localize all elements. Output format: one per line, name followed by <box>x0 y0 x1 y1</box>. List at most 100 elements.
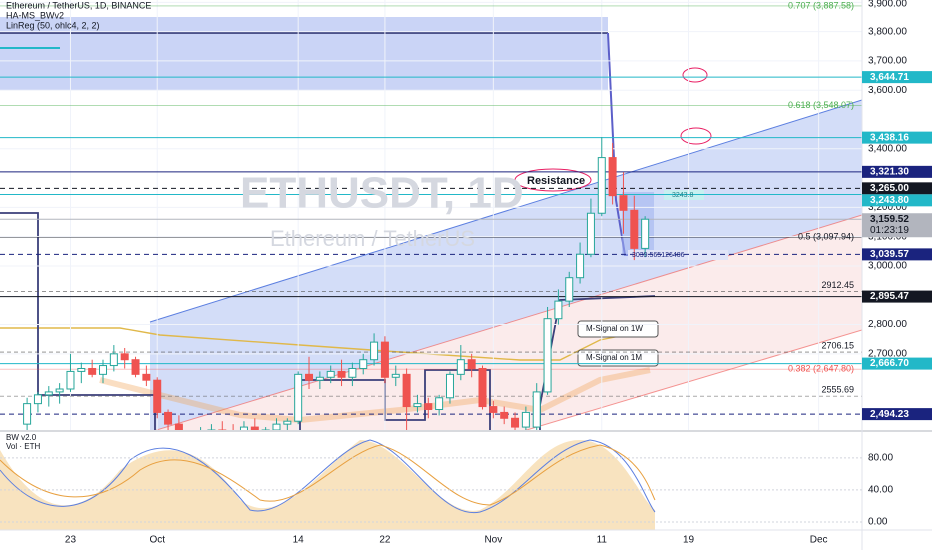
candle-body <box>174 423 183 430</box>
candle-body <box>272 423 281 430</box>
candle-body <box>359 359 368 369</box>
x-tick-label: 22 <box>379 535 391 546</box>
fib-label: 0.618 (3,548.07) <box>788 100 854 110</box>
candle-body <box>164 411 173 425</box>
y-tick-label: 3,000.00 <box>868 261 907 272</box>
candle-body <box>109 353 118 367</box>
candle-body <box>337 370 346 378</box>
candle-body <box>370 341 379 361</box>
tag: 3039.565126406 <box>632 252 685 259</box>
y-tick-label: 3,800.00 <box>868 26 907 37</box>
price-label-bg <box>862 131 932 144</box>
osc-tick-label: 40.00 <box>868 485 893 496</box>
candle-body <box>532 391 541 428</box>
level-text: 2555.69 <box>821 384 854 394</box>
price-label-bg <box>862 194 932 207</box>
candle-body <box>511 417 520 428</box>
x-tick-label: Nov <box>484 535 502 546</box>
watermark: ETHUSDT, 1D <box>240 169 524 218</box>
osc-line <box>0 444 656 506</box>
candle-body <box>55 388 64 393</box>
candle-body <box>250 426 259 430</box>
countdown: 01:23:19 <box>870 225 909 236</box>
candle-body <box>586 212 595 255</box>
tag-box <box>628 250 728 260</box>
candle-body <box>456 359 465 375</box>
circle <box>514 168 592 192</box>
price-label: 2,895.47 <box>870 291 909 302</box>
circle <box>682 67 708 83</box>
price-label: 2,666.70 <box>870 358 909 369</box>
candle-body <box>348 367 357 378</box>
candle-body <box>294 373 303 422</box>
candle-body <box>153 379 162 413</box>
candle-body <box>467 359 476 369</box>
level-text: 2706.15 <box>821 340 854 350</box>
price-label-bg <box>862 290 932 303</box>
y-tick-label: 3,400.00 <box>868 143 907 154</box>
price-label-bg <box>862 248 932 261</box>
price-label-bg <box>862 71 932 84</box>
candle-body <box>500 411 509 419</box>
price-label: 2,494.23 <box>870 409 909 420</box>
candle-body <box>239 426 248 430</box>
fib-label: 0.382 (2,647.80) <box>788 364 854 374</box>
price-label: 3,265.00 <box>870 183 909 194</box>
y-tick-label: 3,200.00 <box>868 202 907 213</box>
candle-body <box>489 406 498 413</box>
candle-body <box>142 373 151 381</box>
fib-label: 0.707 (3,887.58) <box>788 0 854 10</box>
x-tick-label: Dec <box>810 535 828 546</box>
candle-body <box>66 370 75 390</box>
candle-body <box>597 157 606 214</box>
candle-body <box>630 209 639 249</box>
x-tick-label: Oct <box>149 535 165 546</box>
candle-body <box>554 300 563 320</box>
candle-body <box>99 365 108 375</box>
price-label: 3,243.80 <box>870 195 909 206</box>
candle-body <box>391 373 400 378</box>
price-label: 3,644.71 <box>870 72 909 83</box>
level-text: 2912.45 <box>821 280 854 290</box>
x-tick-label: 23 <box>65 535 77 546</box>
osc-line <box>0 439 656 514</box>
candle-body <box>435 397 444 410</box>
y-tick-label: 3,700.00 <box>868 56 907 67</box>
candle-body <box>478 367 487 408</box>
candle-body <box>380 341 389 378</box>
candle-body <box>23 403 32 425</box>
candle-body <box>88 367 97 375</box>
candle-body <box>521 411 530 428</box>
y-tick-label: 3,900.00 <box>868 0 907 10</box>
price-pane <box>0 0 862 430</box>
candle-body <box>576 253 585 279</box>
channel-low <box>524 329 862 430</box>
price-label-bg <box>862 357 932 370</box>
oscillator-drawing <box>0 439 656 530</box>
title: Ethereum / TetherUS, 1D, BINANCE <box>6 0 151 10</box>
candle-body <box>305 373 314 381</box>
osc-title: BW v2.0 <box>6 433 37 442</box>
candle-body <box>44 391 53 396</box>
osc-volume: Vol · ETH <box>6 442 40 451</box>
candle-body <box>77 367 86 372</box>
indicator-label: HA-MS_BWv2 <box>6 10 64 20</box>
price-label: 3,321.30 <box>870 166 909 177</box>
channel-line <box>149 99 862 323</box>
candle-body <box>315 376 324 381</box>
x-tick-label: 11 <box>597 535 608 546</box>
candle-body <box>283 420 292 425</box>
osc-tick-label: 80.00 <box>868 452 893 463</box>
candle-body <box>445 373 454 399</box>
annotation: M-Signal on 1W <box>586 324 643 333</box>
y-tick-label: 2,800.00 <box>868 319 907 330</box>
candle-body <box>120 353 129 361</box>
candle-body <box>641 218 650 249</box>
price-label-bg <box>862 408 932 421</box>
fib-label: 0.5 (3,097.94) <box>798 232 854 242</box>
osc-tick-label: 0.00 <box>868 517 888 528</box>
price-label-bg <box>862 165 932 178</box>
price-label: 3,039.57 <box>870 249 909 260</box>
x-tick-label: 19 <box>683 535 695 546</box>
